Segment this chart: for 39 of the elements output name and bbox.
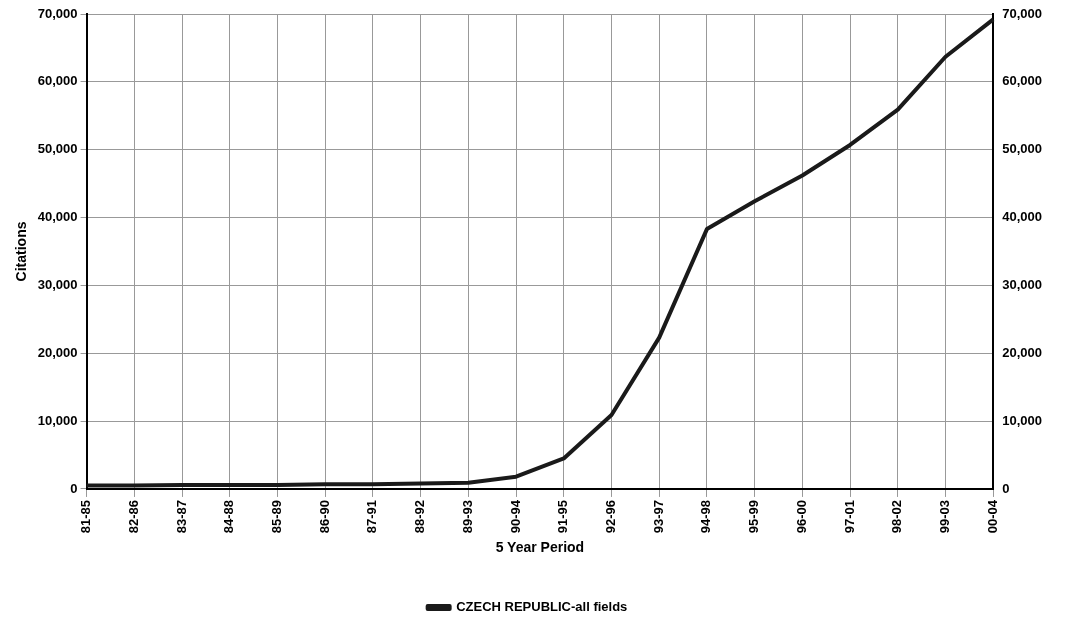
- y-tick-label: 20,000: [37, 344, 78, 360]
- x-tick-label: 85-89: [269, 499, 285, 534]
- y-tick-label: 40,000: [37, 209, 78, 225]
- x-tick-label: 84-88: [221, 499, 237, 534]
- x-tick-label: 89-93: [459, 499, 475, 534]
- y2-tick-label: 20,000: [1002, 344, 1042, 360]
- y-tick-label: 60,000: [37, 73, 78, 89]
- y-tick-label: 30,000: [37, 276, 78, 292]
- x-tick-label: 82-86: [125, 499, 141, 534]
- x-tick-label: 83-87: [173, 499, 189, 534]
- y-tick-label: 0: [70, 480, 78, 496]
- x-tick-label: 93-97: [650, 499, 666, 534]
- x-tick-label: 88-92: [412, 499, 428, 534]
- y2-tick-label: 0: [1002, 480, 1010, 496]
- y-tick-label: 70,000: [37, 5, 78, 21]
- y-tick-label: 10,000: [37, 412, 78, 428]
- y2-tick-label: 60,000: [1002, 73, 1042, 89]
- x-tick-label: 81-85: [78, 499, 94, 534]
- x-tick-label: 95-99: [746, 499, 762, 534]
- legend-label: CZECH REPUBLIC-all fields: [456, 599, 628, 615]
- x-tick-label: 99-03: [937, 499, 953, 534]
- y2-tick-label: 50,000: [1002, 141, 1042, 157]
- y-tick-label: 50,000: [37, 141, 78, 157]
- y-axis-title: Citations: [13, 221, 30, 282]
- x-tick-label: 94-98: [698, 499, 714, 534]
- x-tick-label: 91-95: [555, 499, 571, 534]
- x-tick-label: 86-90: [316, 499, 332, 534]
- x-tick-label: 92-96: [603, 499, 619, 534]
- y2-tick-label: 40,000: [1002, 209, 1042, 225]
- x-tick-label: 98-02: [889, 499, 905, 534]
- y2-tick-label: 70,000: [1002, 5, 1042, 21]
- x-tick-label: 97-01: [841, 499, 857, 534]
- y2-tick-label: 10,000: [1002, 412, 1042, 428]
- x-tick-label: 96-00: [793, 499, 809, 534]
- x-axis-title: 5 Year Period: [495, 539, 585, 556]
- x-tick-label: 00-04: [984, 499, 1000, 534]
- x-tick-label: 90-94: [507, 499, 523, 534]
- y2-tick-label: 30,000: [1002, 276, 1042, 292]
- x-tick-label: 87-91: [364, 499, 380, 534]
